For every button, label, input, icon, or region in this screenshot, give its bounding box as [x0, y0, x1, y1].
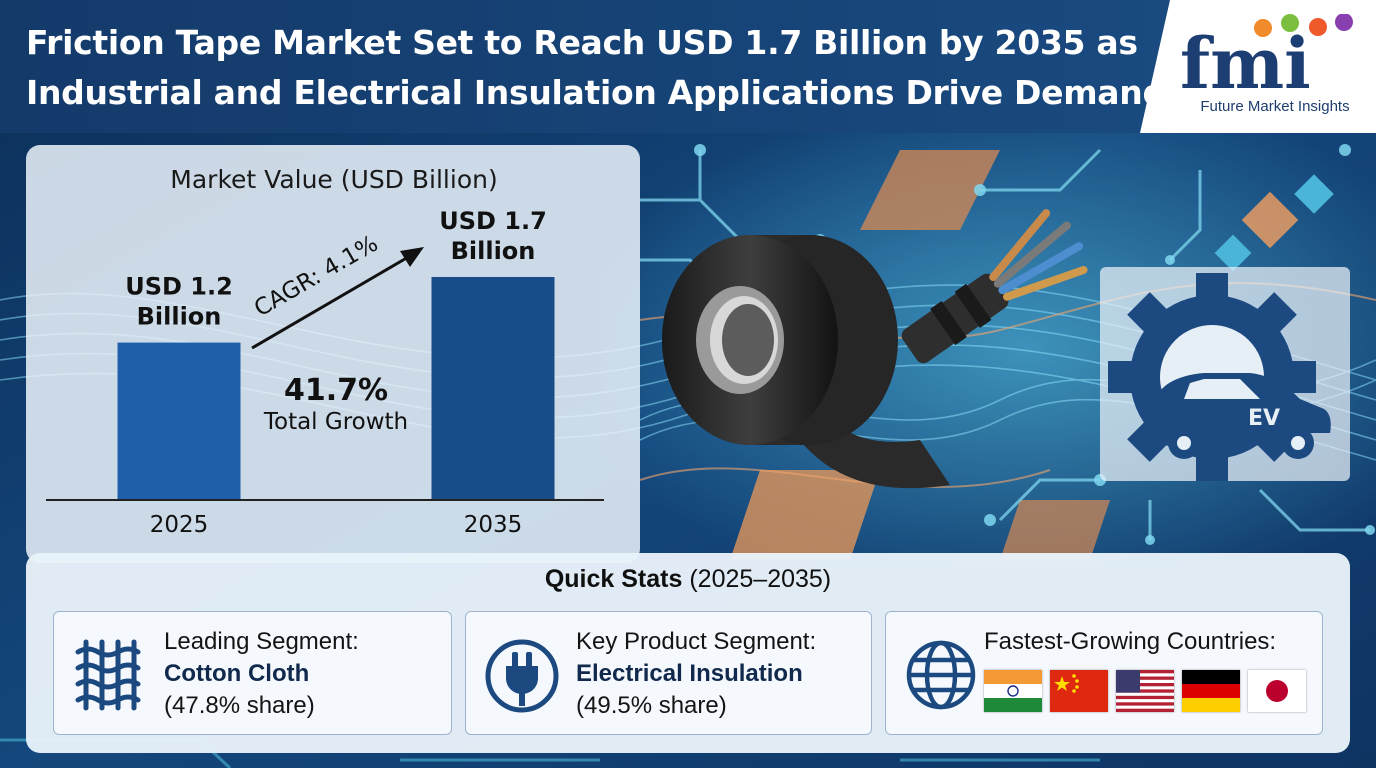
data-label-2025-line-2: Billion: [137, 303, 222, 331]
ev-gear-icon: EV: [1108, 273, 1331, 481]
cagr-label: CAGR: 4.1%: [250, 231, 382, 323]
leading-segment-value: Cotton Cloth: [164, 660, 310, 687]
data-label-2035-line-1: USD 1.7: [439, 207, 547, 235]
quick-stats-panel: Quick Stats (2025–2035) Leading Segment:…: [26, 553, 1350, 753]
bar-2035: [431, 277, 555, 500]
flag-japan: [1248, 670, 1306, 712]
leading-segment-label: Leading Segment:: [164, 628, 359, 655]
bar-2025: [117, 342, 241, 500]
cagr-arrow: [251, 247, 424, 350]
stat-card-leading-segment-text: Leading Segment: Cotton Cloth (47.8% sha…: [164, 626, 359, 722]
ev-panel: EV: [1100, 267, 1350, 481]
quick-stats-title: Quick Stats (2025–2035): [26, 565, 1350, 594]
stat-card-fastest-growing-countries: Fastest-Growing Countries:: [885, 611, 1323, 735]
flag-germany: [1182, 670, 1240, 712]
data-label-2025-line-1: USD 1.2: [125, 273, 233, 301]
logo-subtitle: Future Market Insights: [1200, 98, 1350, 115]
stat-card-key-product-text: Key Product Segment: Electrical Insulati…: [576, 626, 816, 722]
stat-card-leading-segment: Leading Segment: Cotton Cloth (47.8% sha…: [53, 611, 452, 735]
friction-tape-roll-illustration: [662, 209, 1088, 489]
title-line-2: Industrial and Electrical Insulation App…: [26, 73, 1166, 112]
fmi-logo: fmi Future Market Insights: [1140, 0, 1376, 133]
electric-plug-icon: [485, 639, 559, 713]
stat-card-key-product-segment: Key Product Segment: Electrical Insulati…: [465, 611, 872, 735]
fmi-logo-mark: fmi: [1180, 14, 1353, 96]
header-banner: Friction Tape Market Set to Reach USD 1.…: [0, 0, 1376, 133]
page-title: Friction Tape Market Set to Reach USD 1.…: [26, 18, 1166, 118]
x-tick-label-2035: 2035: [464, 512, 523, 538]
flag-china: [1050, 670, 1108, 712]
x-tick-label-2025: 2025: [150, 512, 209, 538]
title-line-1: Friction Tape Market Set to Reach USD 1.…: [26, 23, 1138, 62]
market-value-chart-panel: Market Value (USD Billion) 2025 USD 1.2 Bi…: [26, 145, 640, 563]
leading-segment-share: (47.8% share): [164, 692, 315, 719]
growth-label: Total Growth: [263, 409, 408, 435]
growth-value: 41.7%: [284, 373, 388, 408]
globe-icon: [906, 640, 976, 710]
fabric-weave-icon: [75, 639, 141, 711]
stat-card-countries-text: Fastest-Growing Countries:: [984, 626, 1276, 658]
chart-title: Market Value (USD Billion): [170, 165, 497, 194]
key-product-value: Electrical Insulation: [576, 660, 803, 687]
countries-label: Fastest-Growing Countries:: [984, 628, 1277, 655]
key-product-share: (49.5% share): [576, 692, 727, 719]
ev-badge: EV: [1248, 406, 1280, 431]
data-label-2035-line-2: Billion: [451, 237, 536, 265]
flag-india: [984, 670, 1042, 712]
logo-text: fmi: [1180, 22, 1311, 96]
quick-stats-title-period: (2025–2035): [682, 565, 832, 593]
key-product-label: Key Product Segment:: [576, 628, 817, 655]
flag-usa: [1116, 670, 1174, 712]
quick-stats-title-bold: Quick Stats: [544, 565, 683, 593]
